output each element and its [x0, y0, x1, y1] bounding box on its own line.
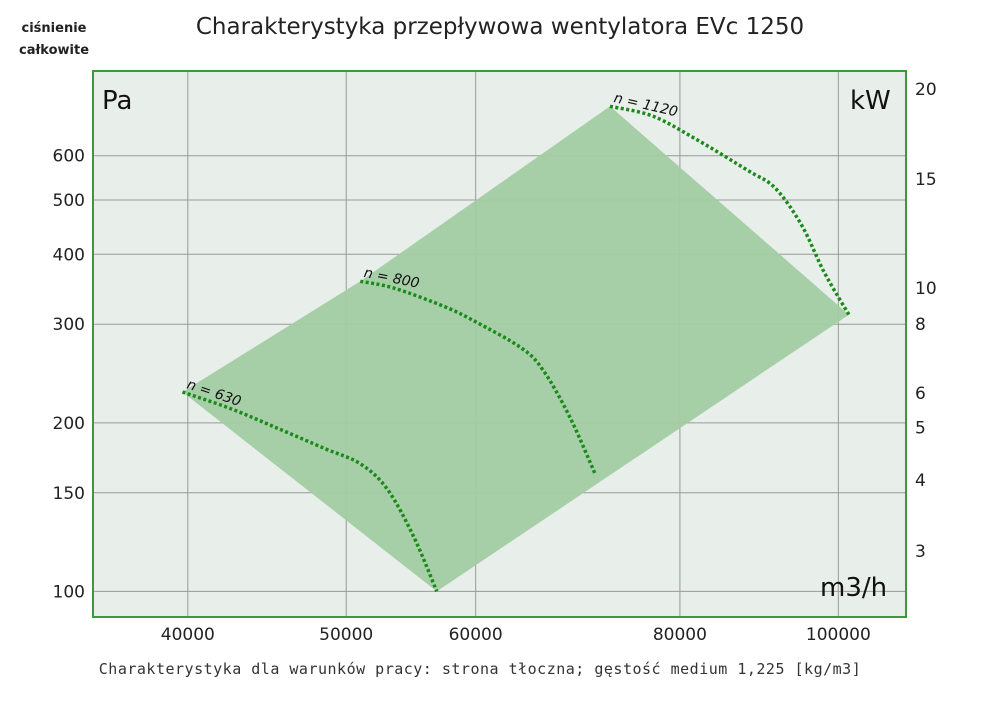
y2-tick-label: 4: [915, 471, 926, 491]
curve-3: [609, 104, 851, 316]
y2-tick-label: 8: [915, 315, 926, 335]
right-unit-label: kW: [850, 86, 891, 116]
curve-2: [359, 279, 597, 475]
left-unit-label: Pa: [102, 86, 133, 116]
y-tick-label: 500: [53, 191, 85, 211]
x-tick-label: 40000: [161, 625, 215, 645]
y2-tick-label: 10: [915, 279, 937, 299]
x-tick-label: 80000: [653, 625, 707, 645]
x-tick-label: 50000: [319, 625, 373, 645]
x-unit-label: m3/h: [820, 573, 888, 603]
y-tick-label: 400: [53, 245, 85, 265]
y-tick-label: 600: [53, 147, 85, 167]
y-axis-corner-label: ciśnienie całkowite: [18, 21, 90, 58]
chart-title: Charakterystyka przepływowa wentylatora …: [195, 14, 805, 40]
y-tick-label: 200: [53, 414, 85, 434]
y2-tick-label: 3: [915, 542, 926, 562]
y-tick-label: 150: [53, 484, 85, 504]
plot-frame: [92, 70, 907, 618]
curve-1: [181, 390, 439, 593]
y-tick-label: 100: [53, 582, 85, 602]
y2-tick-label: 5: [915, 419, 926, 439]
x-tick-label: 60000: [449, 625, 503, 645]
y2-tick-label: 20: [915, 80, 937, 100]
tick-labels: 40000 50000 60000 80000 100000 100 150 200 300 40…: [53, 80, 937, 645]
y-tick-label: 300: [53, 315, 85, 335]
y2-tick-label: 6: [915, 384, 926, 404]
y2-tick-label: 15: [915, 170, 937, 190]
x-tick-label: 100000: [806, 625, 871, 645]
footer-note: Charakterystyka dla warunków pracy: stro…: [98, 660, 862, 678]
operating-region: [182, 106, 849, 592]
